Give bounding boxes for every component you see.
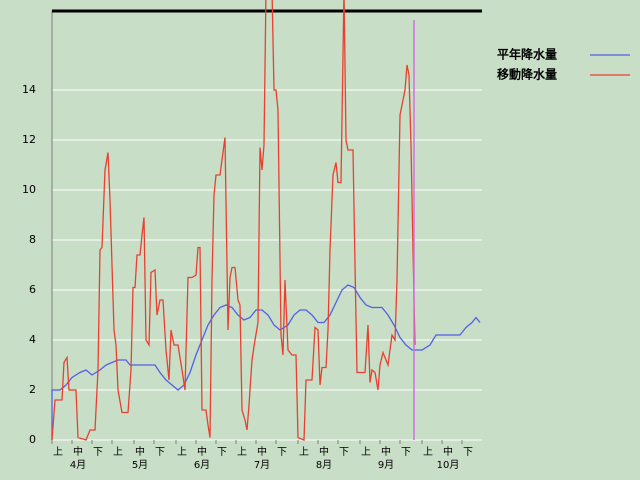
y-tick-label: 2	[29, 383, 36, 396]
month-label: 8月	[316, 459, 332, 471]
month-label: 7月	[254, 459, 270, 471]
x-tick-label: 下	[401, 447, 411, 458]
x-tick-label: 上	[113, 446, 123, 458]
y-tick-label: 14	[22, 83, 36, 96]
legend-label: 移動降水量	[497, 67, 557, 82]
series-line	[51, 0, 416, 441]
x-tick-label: 中	[381, 445, 391, 458]
x-tick-label: 上	[423, 446, 433, 458]
x-tick-label: 上	[299, 446, 309, 458]
x-tick-label: 中	[135, 445, 145, 458]
x-tick-label: 下	[93, 447, 103, 458]
x-tick-label: 中	[319, 445, 329, 458]
x-tick-label: 下	[155, 447, 165, 458]
y-tick-label: 6	[29, 283, 36, 296]
y-tick-label: 4	[29, 333, 36, 346]
x-tick-label: 下	[277, 447, 287, 458]
x-tick-label: 中	[197, 445, 207, 458]
x-tick-label: 中	[443, 445, 453, 458]
x-tick-label: 上	[177, 446, 187, 458]
month-label: 6月	[194, 459, 210, 471]
month-label: 10月	[437, 459, 460, 471]
x-tick-label: 下	[217, 447, 227, 458]
month-label: 9月	[378, 459, 394, 471]
x-tick-label: 下	[339, 447, 349, 458]
x-tick-label: 上	[237, 446, 247, 458]
series-line	[51, 284, 481, 440]
month-label: 5月	[132, 459, 148, 471]
y-tick-label: 12	[22, 133, 36, 146]
x-tick-label: 上	[361, 446, 371, 458]
y-tick-label: 0	[29, 433, 36, 446]
y-tick-label: 10	[22, 183, 36, 196]
legend-label: 平年降水量	[497, 47, 557, 62]
x-tick-label: 下	[463, 447, 473, 458]
x-tick-label: 中	[73, 445, 83, 458]
month-label: 4月	[70, 459, 86, 471]
y-tick-label: 8	[29, 233, 36, 246]
x-tick-label: 上	[53, 446, 63, 458]
x-tick-label: 中	[257, 445, 267, 458]
